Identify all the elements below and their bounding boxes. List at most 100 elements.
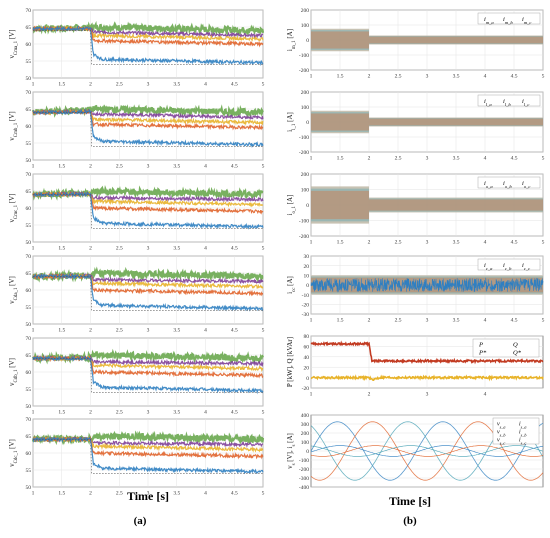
legend-entry: im_c (522, 16, 531, 25)
chart-panel-b5: -20 0 20 40 60 80 1 2 3 4 P [kW], Q [kVAr] P Q P* Q* (286, 334, 544, 398)
y-tick-label: 65 (26, 25, 32, 31)
y-tick-label: 30 (304, 254, 310, 260)
y-tick-label: 60 (26, 451, 32, 457)
reference-line (33, 194, 263, 229)
chart-panel-a2: 50 55 60 65 70 1 1.5 2 2.5 3 3.5 4 4.5 5 vCmb_1 [V] (8, 90, 265, 169)
legend: ic_a ic_b ic_c (477, 258, 541, 271)
y-axis-label: P [kW], Q [kVAr] (286, 337, 294, 387)
chart-panel-b6: -400 -300 -200 -100 0 100 200 300 400 vs [V], is … (286, 413, 544, 491)
y-tick-label: 100 (301, 440, 310, 446)
x-tick-label: 1.5 (337, 156, 344, 162)
x-tick-label: 5 (262, 164, 265, 170)
y-tick-label: 60 (304, 345, 310, 351)
series-v_{s_b} (310, 421, 544, 481)
y-tick-label: 70 (26, 417, 32, 423)
legend-box (477, 258, 541, 271)
y-tick-label: 50 (26, 485, 32, 491)
y-tick-label: -100 (299, 458, 309, 464)
x-tick-label: 3.5 (453, 318, 460, 324)
y-tick-label: 65 (26, 271, 32, 277)
x-tick-label: 5 (542, 240, 545, 246)
y-axis-label: vs [V], is [A] (286, 433, 297, 469)
x-tick-label: 1.5 (337, 240, 344, 246)
legend-entry: ic_b (503, 262, 512, 271)
x-tick-label: 1.5 (58, 328, 65, 334)
y-axis-label: vCma_1 [V] (8, 29, 19, 58)
reference-line (33, 112, 263, 147)
x-tick-label: 5 (262, 328, 265, 334)
legend-entry: io_c (522, 180, 530, 189)
y-tick-label: 65 (26, 434, 32, 440)
y-tick-label: 65 (26, 353, 32, 359)
legend: P Q P* Q* (472, 338, 540, 358)
chart-panel-a6: 50 55 60 65 70 1 1.5 2 2.5 3 3.5 4 4.5 5 vCdc_1 [V] (8, 417, 265, 496)
legend-entry: vs_b (497, 430, 506, 438)
series-line-blue (32, 355, 264, 395)
legend-entry: is_a (519, 422, 527, 430)
x-tick-label: 4 (204, 246, 207, 252)
y-tick-label: 0 (306, 283, 309, 289)
y-tick-label: -30 (302, 312, 310, 318)
y-tick-label: 50 (26, 404, 32, 410)
series-line-blue (32, 191, 264, 230)
legend-entry: Q* (513, 350, 522, 357)
legend-entry: P* (478, 350, 487, 357)
y-tick-label: 55 (26, 468, 32, 474)
x-tick-label: 4.5 (231, 82, 238, 88)
y-tick-label: 200 (301, 431, 310, 437)
x-tick-label: 2 (368, 156, 371, 162)
envelope-band (369, 36, 543, 44)
y-axis-label: vCda_1 [V] (8, 276, 19, 304)
x-tick-label: 4 (204, 410, 207, 416)
x-tick-label: 3.5 (453, 74, 460, 80)
x-tick-label: 4 (484, 318, 487, 324)
envelope-band (311, 113, 369, 131)
envelope-band (369, 198, 543, 212)
series-P (310, 340, 544, 365)
legend-entry: ic_c (522, 262, 530, 271)
legend-entry: is_c (519, 438, 526, 446)
x-tick-label: 2 (368, 318, 371, 324)
y-tick-label: 20 (304, 365, 310, 371)
x-tick-label: 3.5 (173, 328, 180, 334)
y-tick-label: 300 (301, 422, 310, 428)
x-tick-label: 4 (484, 156, 487, 162)
legend-entry: is_b (519, 430, 527, 438)
chart-panel-b1: -200 -100 0 100 200 1 1.5 2 2.5 3 3.5 4 4.5 5 im_1 [A]… (286, 8, 545, 79)
y-tick-label: 0 (306, 449, 309, 455)
right-caption: (b) (403, 515, 417, 527)
x-tick-label: 5 (542, 74, 545, 80)
x-tick-label: 3.5 (173, 491, 180, 497)
x-tick-label: 2 (89, 164, 92, 170)
x-tick-label: 3 (147, 328, 150, 334)
x-tick-label: 3.5 (173, 246, 180, 252)
x-tick-label: 1 (32, 82, 35, 88)
x-tick-label: 4.5 (231, 491, 238, 497)
x-tick-label: 3 (147, 164, 150, 170)
series-noise (310, 277, 544, 293)
y-tick-label: 55 (26, 387, 32, 393)
chart-panel-a4: 50 55 60 65 70 1 1.5 2 2.5 3 3.5 4 4.5 5 vCda_1 [V] (8, 254, 265, 333)
envelope-band (311, 188, 369, 222)
chart-panel-b3: -200 -100 0 100 200 1 1.5 2 2.5 3 3.5 4 4.5 5 io_1 [A]… (286, 172, 545, 245)
reference-line (33, 358, 263, 393)
x-tick-label: 1.5 (58, 246, 65, 252)
x-tick-label: 3 (426, 392, 429, 398)
left-x-axis-label: Time [s] (127, 489, 169, 503)
x-tick-label: 2.5 (395, 74, 402, 80)
envelope-band (369, 36, 543, 44)
y-axis-label: il_1 [A] (286, 112, 297, 132)
legend-entry: Q (513, 342, 518, 349)
series-line-purple (32, 108, 264, 121)
x-tick-label: 4 (204, 491, 207, 497)
x-tick-label: 3 (147, 491, 150, 497)
x-tick-label: 1 (32, 491, 35, 497)
reference-line (33, 30, 263, 65)
series-line-blue (32, 25, 264, 67)
x-tick-label: 3 (426, 74, 429, 80)
y-tick-label: 70 (26, 254, 32, 260)
x-tick-label: 3 (426, 156, 429, 162)
x-tick-label: 4.5 (231, 246, 238, 252)
